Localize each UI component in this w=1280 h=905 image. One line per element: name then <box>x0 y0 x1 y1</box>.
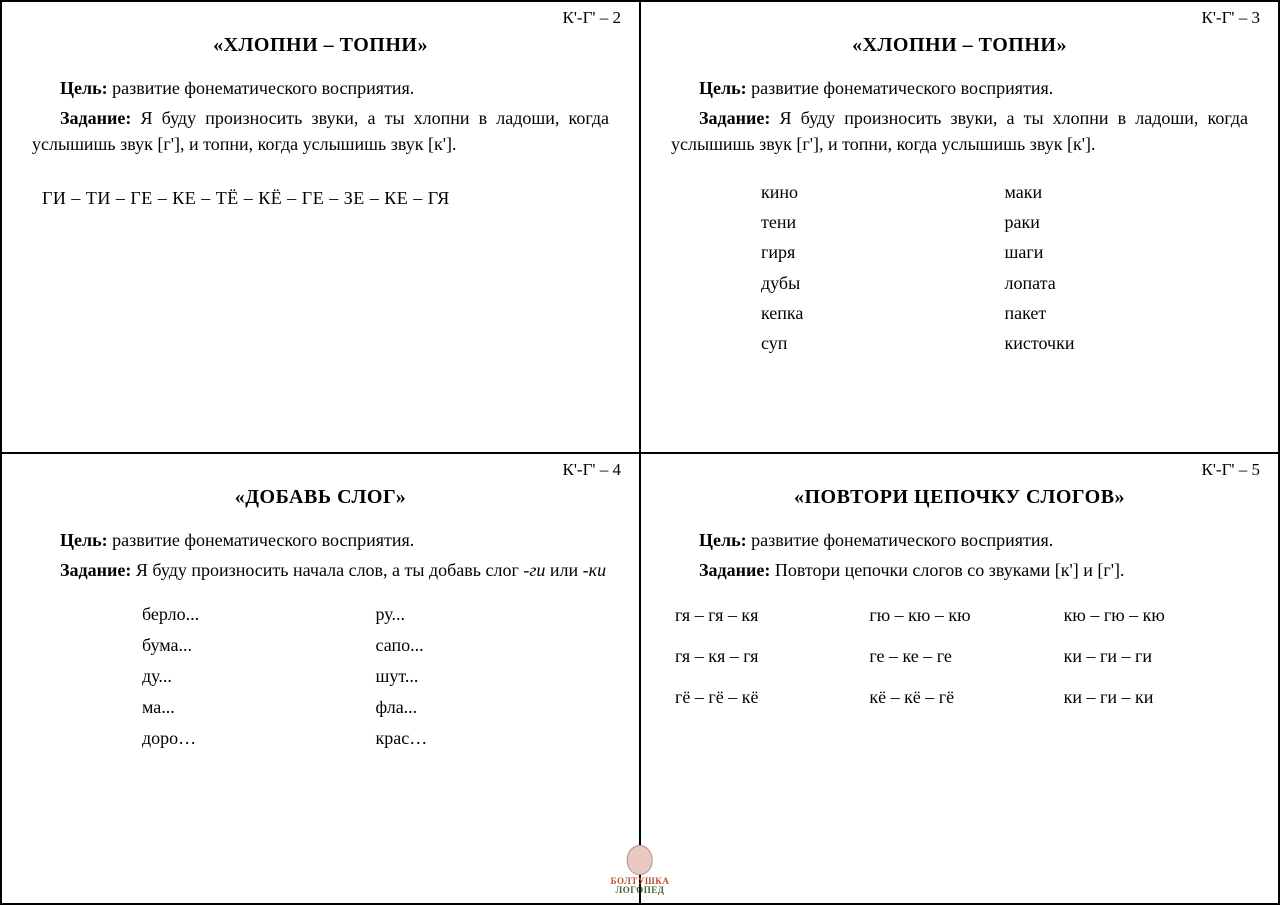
task-line: Задание: Я буду произносить начала слов,… <box>32 557 609 583</box>
word: пакет <box>1005 300 1249 326</box>
word: крас… <box>376 725 610 752</box>
goal-line: Цель: развитие фонематического восприяти… <box>671 75 1248 101</box>
task-label: Задание: <box>60 108 131 128</box>
goal-text: развитие фонематического восприятия. <box>108 78 415 98</box>
word: доро… <box>142 725 376 752</box>
card-body: Цель: развитие фонематического восприяти… <box>32 75 609 211</box>
chain: гя – гя – кя <box>675 605 859 626</box>
task-label: Задание: <box>699 560 770 580</box>
goal-line: Цель: развитие фонематического восприяти… <box>32 527 609 553</box>
goal-text: развитие фонематического восприятия. <box>747 530 1054 550</box>
task-line: Задание: Я буду произносить звуки, а ты … <box>32 105 609 157</box>
task-label: Задание: <box>60 560 131 580</box>
chain: гю – кю – кю <box>869 605 1053 626</box>
task-line: Задание: Я буду произносить звуки, а ты … <box>671 105 1248 157</box>
task-text: Повтори цепочки слогов со звуками [к'] и… <box>770 560 1124 580</box>
syllable-sequence: ГИ – ТИ – ГЕ – КЕ – ТЁ – КЁ – ГЕ – ЗЕ – … <box>42 185 609 211</box>
word-columns: берло...ру... бума...сапо... ду...шут...… <box>142 601 609 752</box>
chain: кю – гю – кю <box>1064 605 1248 626</box>
card-code: К'-Г' – 2 <box>563 8 621 28</box>
word: суп <box>761 330 1005 356</box>
word: кисточки <box>1005 330 1249 356</box>
chain: ге – ке – ге <box>869 646 1053 667</box>
task-text-b: или <box>545 560 582 580</box>
task-italic-1: -ги <box>523 560 545 580</box>
word: лопата <box>1005 270 1249 296</box>
word: фла... <box>376 694 610 721</box>
chain: гё – гё – кё <box>675 687 859 708</box>
goal-label: Цель: <box>60 78 108 98</box>
card-3: К'-Г' – 3 «ХЛОПНИ – ТОПНИ» Цель: развити… <box>640 1 1279 453</box>
goal-line: Цель: развитие фонематического восприяти… <box>671 527 1248 553</box>
goal-text: развитие фонематического восприятия. <box>747 78 1054 98</box>
word: гиря <box>761 239 1005 265</box>
word: ма... <box>142 694 376 721</box>
card-code: К'-Г' – 5 <box>1202 460 1260 480</box>
word: ду... <box>142 663 376 690</box>
word: шаги <box>1005 239 1249 265</box>
card-code: К'-Г' – 4 <box>563 460 621 480</box>
card-5: К'-Г' – 5 «ПОВТОРИ ЦЕПОЧКУ СЛОГОВ» Цель:… <box>640 453 1279 905</box>
card-title: «ПОВТОРИ ЦЕПОЧКУ СЛОГОВ» <box>671 486 1248 509</box>
word: тени <box>761 209 1005 235</box>
goal-label: Цель: <box>699 78 747 98</box>
task-italic-2: -ки <box>583 560 606 580</box>
word: бума... <box>142 632 376 659</box>
word: шут... <box>376 663 610 690</box>
word: ру... <box>376 601 610 628</box>
word: кепка <box>761 300 1005 326</box>
chain: гя – кя – гя <box>675 646 859 667</box>
syllable-chains: гя – гя – кя гю – кю – кю кю – гю – кю г… <box>675 605 1248 708</box>
word: берло... <box>142 601 376 628</box>
card-title: «ДОБАВЬ СЛОГ» <box>32 486 609 509</box>
goal-label: Цель: <box>699 530 747 550</box>
card-title: «ХЛОПНИ – ТОПНИ» <box>32 34 609 57</box>
task-line: Задание: Повтори цепочки слогов со звука… <box>671 557 1248 583</box>
task-text-a: Я буду произносить начала слов, а ты доб… <box>131 560 523 580</box>
card-title: «ХЛОПНИ – ТОПНИ» <box>671 34 1248 57</box>
chain: кё – кё – гё <box>869 687 1053 708</box>
card-code: К'-Г' – 3 <box>1202 8 1260 28</box>
chain: ки – ги – ги <box>1064 646 1248 667</box>
task-label: Задание: <box>699 108 770 128</box>
word-columns: киномаки тенираки гиряшаги дубылопата ке… <box>761 179 1248 356</box>
card-2: К'-Г' – 2 «ХЛОПНИ – ТОПНИ» Цель: развити… <box>1 1 640 453</box>
card-4: К'-Г' – 4 «ДОБАВЬ СЛОГ» Цель: развитие ф… <box>1 453 640 905</box>
worksheet-grid: К'-Г' – 2 «ХЛОПНИ – ТОПНИ» Цель: развити… <box>0 0 1280 905</box>
goal-label: Цель: <box>60 530 108 550</box>
goal-line: Цель: развитие фонематического восприяти… <box>32 75 609 101</box>
word: кино <box>761 179 1005 205</box>
word: дубы <box>761 270 1005 296</box>
goal-text: развитие фонематического восприятия. <box>108 530 415 550</box>
chain: ки – ги – ки <box>1064 687 1248 708</box>
word: маки <box>1005 179 1249 205</box>
card-body: Цель: развитие фонематического восприяти… <box>32 527 609 752</box>
word: раки <box>1005 209 1249 235</box>
word: сапо... <box>376 632 610 659</box>
card-body: Цель: развитие фонематического восприяти… <box>671 527 1248 708</box>
card-body: Цель: развитие фонематического восприяти… <box>671 75 1248 356</box>
